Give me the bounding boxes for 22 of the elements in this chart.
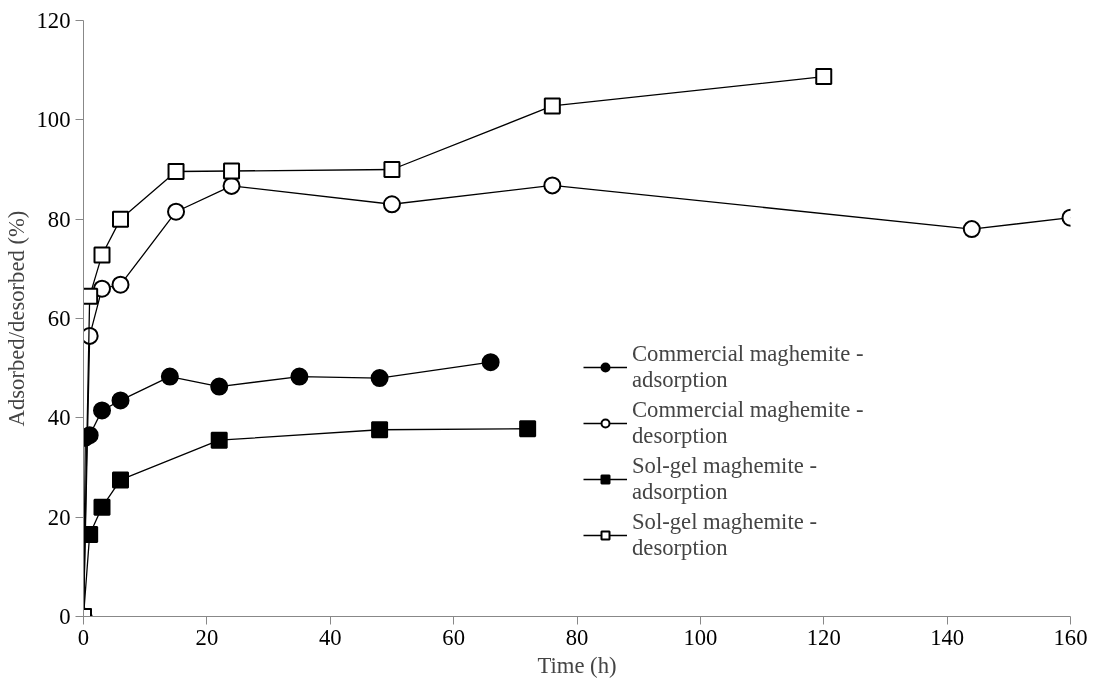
y-tick-label: 40 [47, 405, 71, 431]
x-tick-label: 60 [442, 624, 465, 650]
legend-label: Commercial maghemite - desorption [632, 397, 864, 449]
x-tick-label: 40 [318, 624, 342, 650]
x-tick-label: 100 [683, 624, 718, 650]
legend-label: Commercial maghemite - adsorption [632, 341, 864, 393]
y-tick-label: 20 [47, 504, 71, 530]
x-tick-label: 80 [565, 624, 589, 650]
legend-label: Sol-gel maghemite - desorption [632, 509, 817, 561]
x-tick-label: 0 [77, 624, 90, 650]
x-tick-label: 140 [930, 624, 965, 650]
x-tick-label: 20 [195, 624, 219, 650]
y-axis-title: Adsorbed/desorbed (%) [3, 210, 29, 427]
y-tick-label: 0 [59, 604, 71, 629]
x-tick-label: 120 [806, 624, 841, 650]
x-axis-title: Time (h) [537, 652, 617, 678]
y-tick-label: 120 [36, 8, 71, 33]
y-tick-label: 80 [47, 206, 71, 232]
legend-label: Sol-gel maghemite - adsorption [632, 453, 817, 505]
y-tick-label: 100 [36, 107, 71, 133]
x-tick-label: 160 [1053, 624, 1088, 650]
y-tick-label: 60 [47, 306, 71, 331]
